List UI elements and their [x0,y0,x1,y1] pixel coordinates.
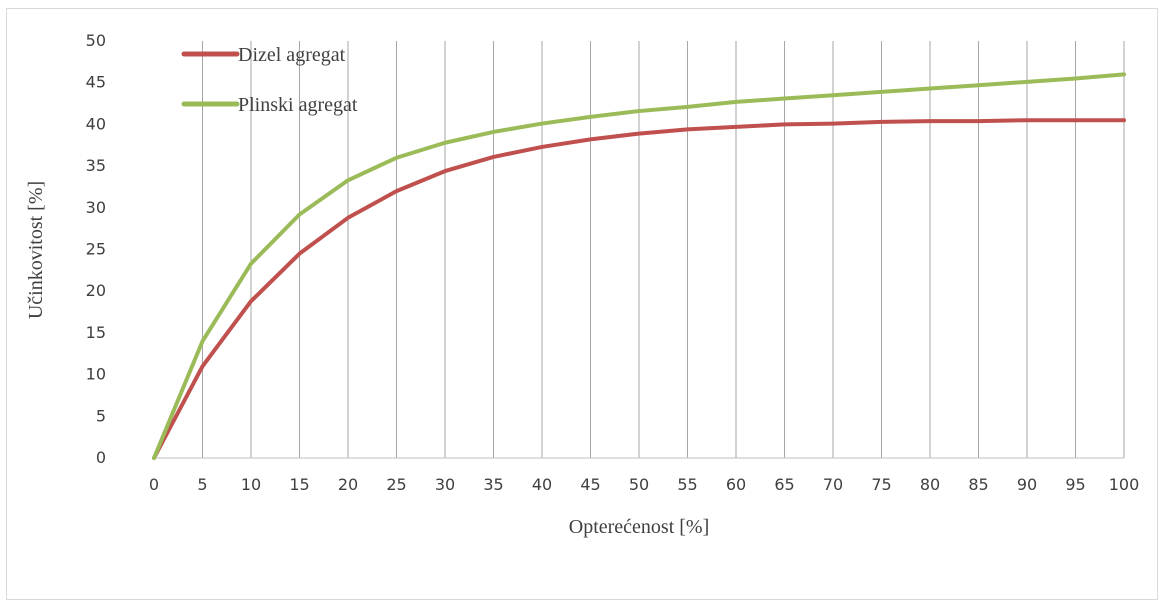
x-tick-label: 100 [1109,475,1140,494]
x-tick-label: 15 [289,475,309,494]
y-tick-label: 30 [86,198,106,217]
series-layer [152,72,1126,460]
y-axis-title: Učinkovitost [%] [25,181,47,319]
x-tick-label: 20 [338,475,358,494]
x-tick-label: 10 [241,475,261,494]
legend-label-plinski: Plinski agregat [238,94,358,116]
y-tick-labels: 0 5 10 15 20 25 30 35 40 45 50 [86,31,106,467]
y-tick-label: 15 [86,323,106,342]
x-tick-label: 40 [532,475,552,494]
x-tick-label: 0 [149,475,159,494]
y-tick-label: 25 [86,240,106,259]
y-tick-label: 40 [86,114,106,133]
x-tick-label: 45 [580,475,600,494]
x-tick-label: 75 [871,475,891,494]
x-axis-title: Opterećenost [%] [569,516,710,538]
legend: Dizel agregat Plinski agregat [181,44,358,116]
x-tick-label: 70 [823,475,843,494]
y-tick-label: 10 [86,365,106,384]
y-tick-label: 0 [96,448,106,467]
chart-frame [6,8,1158,600]
x-tick-label: 60 [726,475,746,494]
x-tick-label: 30 [435,475,455,494]
y-tick-label: 5 [96,406,106,425]
x-tick-label: 35 [483,475,503,494]
x-tick-labels: 0 5 10 15 20 25 30 35 40 45 50 55 60 65 70 75 80 85 90 95 10… [149,475,1139,494]
legend-label-dizel: Dizel agregat [238,44,346,66]
y-tick-label: 20 [86,281,106,300]
y-tick-label: 35 [86,156,106,175]
y-tick-label: 45 [86,73,106,92]
x-tick-label: 50 [629,475,649,494]
x-tick-label: 80 [920,475,940,494]
x-tick-label: 95 [1065,475,1085,494]
x-tick-label: 90 [1017,475,1037,494]
x-tick-label: 25 [386,475,406,494]
x-tick-label: 65 [774,475,794,494]
x-tick-label: 85 [968,475,988,494]
x-tick-label: 5 [197,475,207,494]
y-tick-label: 50 [86,31,106,50]
x-tick-label: 55 [677,475,697,494]
